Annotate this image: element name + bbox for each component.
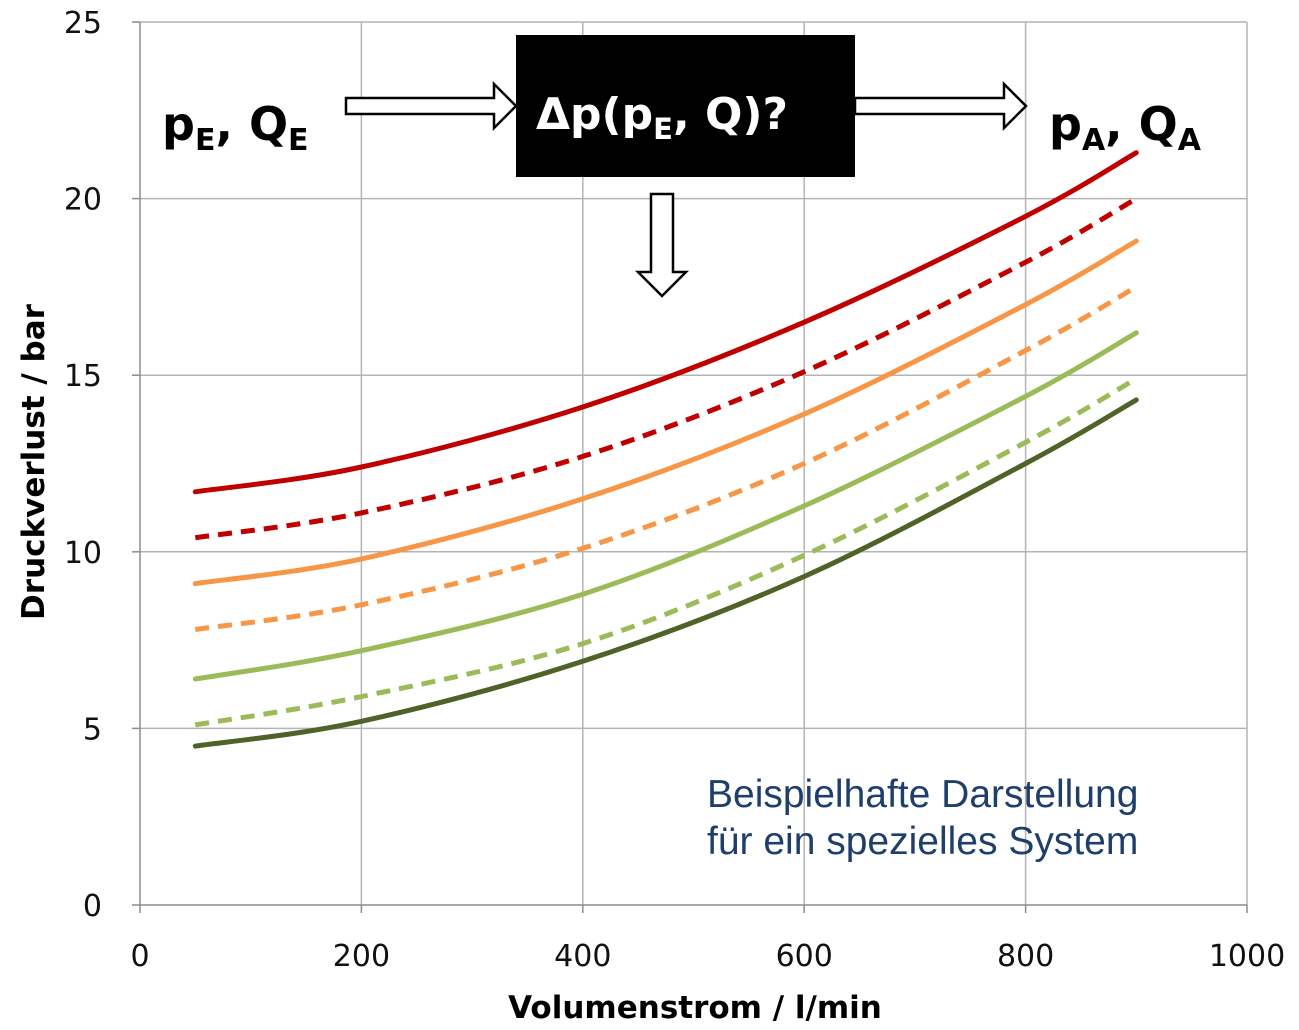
arrow-right-icon (344, 80, 518, 132)
black-box (516, 35, 855, 177)
x-tick-label: 800 (997, 939, 1054, 974)
axes (132, 21, 1248, 913)
series-line-7 (192, 397, 1139, 749)
series-line-1 (192, 150, 1139, 495)
y-tick-label: 0 (83, 889, 102, 924)
note-line-1: Beispielhafte Darstellung (707, 773, 1138, 816)
arrow-right-icon (853, 80, 1028, 132)
box-label: Δp(pE, Q)? (536, 89, 788, 146)
series-line-3 (192, 238, 1139, 587)
y-tick-label: 5 (83, 712, 102, 747)
y-tick-label: 25 (64, 6, 102, 41)
x-tick-label: 400 (554, 939, 611, 974)
arrow-down-icon (634, 192, 690, 298)
series-lines (192, 150, 1139, 749)
note: Beispielhafte Darstellung für ein spezie… (707, 773, 1138, 863)
x-tick-labels: 0 200 400 600 800 1000 (130, 939, 1285, 974)
y-axis-title: Druckverlust / bar (16, 303, 52, 620)
outlet-label: pA, QA (1049, 97, 1202, 158)
y-tick-label: 15 (64, 359, 102, 394)
note-line-2: für ein spezielles System (707, 820, 1138, 863)
x-axis-title: Volumenstrom / l/min (508, 990, 882, 1026)
x-tick-label: 0 (130, 939, 149, 974)
x-tick-label: 600 (776, 939, 833, 974)
series-line-4 (194, 284, 1138, 632)
y-tick-label: 20 (64, 183, 102, 218)
flow-diagram: pE, QE Δp(pE, Q)? pA, QA (162, 35, 1202, 298)
x-tick-label: 1000 (1209, 939, 1285, 974)
x-tick-label: 200 (333, 939, 390, 974)
series-line-2 (194, 196, 1138, 541)
y-tick-labels: 0 5 10 15 20 25 (64, 6, 102, 924)
inlet-label: pE, QE (162, 97, 309, 158)
series-line-5 (192, 330, 1139, 682)
series-line-6 (194, 376, 1138, 728)
y-tick-label: 10 (64, 536, 102, 571)
